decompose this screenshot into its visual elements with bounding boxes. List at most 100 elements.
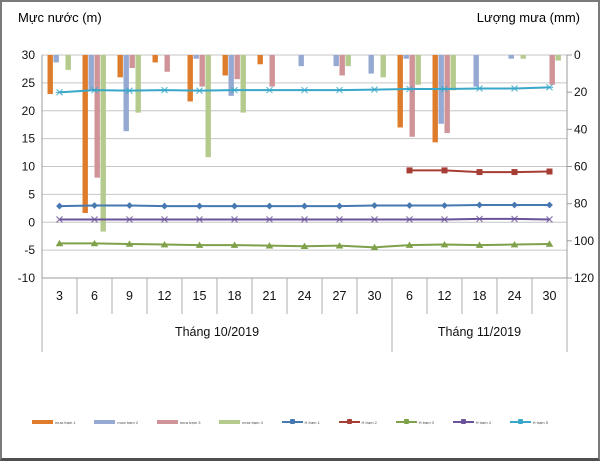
legend-label: H trạm 3 (418, 419, 434, 425)
marker-triangle (160, 240, 169, 248)
marker-triangle (230, 241, 239, 248)
right-axis-tick: 80 (574, 197, 588, 211)
marker-diamond (301, 202, 308, 210)
marker-square (511, 169, 518, 176)
bar-mưa-trạm-2 (333, 55, 339, 67)
day-label: 30 (543, 289, 557, 303)
marker-triangle (405, 241, 414, 248)
marker-x (126, 216, 133, 223)
legend-bar-swatch-mưa-trạm-3 (156, 420, 178, 424)
marker-diamond (511, 201, 518, 209)
marker-triangle (335, 242, 344, 249)
marker-triangle (545, 240, 554, 247)
bar-mưa-trạm-2 (508, 55, 514, 59)
legend-item: mưa trạm 1 (32, 420, 76, 425)
marker-triangle (55, 239, 64, 247)
day-label: 24 (298, 289, 312, 303)
marker-triangle (265, 242, 274, 249)
right-axis-tick: 100 (574, 234, 594, 248)
legend-label: mưa trạm 4 (242, 419, 263, 425)
bar-mưa-trạm-4 (205, 55, 211, 158)
left-axis-title: Mực nước (m) (18, 10, 102, 25)
bar-mưa-trạm-4 (380, 55, 386, 78)
marker-triangle (125, 240, 134, 247)
right-axis-tick: 120 (574, 271, 594, 285)
bar-mưa-trạm-2 (403, 55, 409, 59)
marker-x (406, 216, 413, 223)
marker-x (511, 215, 518, 223)
legend-line-swatch-H-trạm-3 (395, 419, 417, 424)
left-axis-tick: 10 (22, 160, 36, 174)
bar-mưa-trạm-4 (450, 55, 456, 91)
bar-mưa-trạm-2 (473, 55, 479, 87)
marker-diamond (91, 202, 98, 209)
bar-mưa-trạm-2 (298, 55, 304, 67)
marker-x (546, 216, 553, 223)
legend-label: mưa trạm 1 (55, 419, 76, 425)
legend-label: mưa trạm 2 (117, 419, 139, 425)
bar-mưa-trạm-2 (193, 55, 199, 59)
marker-diamond (441, 202, 448, 209)
bar-mưa-trạm-3 (94, 55, 100, 178)
day-label: 21 (263, 289, 277, 303)
left-axis-tick: 0 (28, 215, 35, 229)
day-label: 9 (126, 289, 133, 303)
legend-label: H trạm 5 (532, 419, 548, 425)
day-label: 18 (473, 289, 487, 303)
bar-mưa-trạm-2 (228, 55, 234, 96)
right-axis-tick: 20 (574, 85, 588, 99)
bar-mưa-trạm-4 (415, 55, 421, 85)
bar-mưa-trạm-2 (123, 55, 129, 132)
day-label: 30 (368, 289, 382, 303)
bar-mưa-trạm-1 (257, 55, 263, 65)
bar-mưa-trạm-4 (345, 55, 351, 67)
bar-mưa-trạm-1 (47, 55, 53, 95)
legend-marker (460, 419, 466, 424)
bar-mưa-trạm-1 (82, 55, 88, 213)
day-label: 6 (91, 289, 98, 303)
marker-x (476, 215, 483, 223)
bar-mưa-trạm-4 (240, 55, 246, 113)
left-axis-tick: 15 (22, 132, 36, 146)
day-label: 3 (56, 289, 63, 303)
marker-x (301, 216, 308, 223)
left-axis-tick: 30 (22, 48, 36, 62)
combo-chart: 30 25 20 15 10 5 0 -5 -10 0 20 40 60 80 100 120 3 6 9 12 15 1… (18, 48, 594, 352)
bar-mưa-trạm-3 (234, 55, 240, 80)
month-label: Tháng 11/2019 (438, 325, 521, 339)
bar-mưa-trạm-4 (555, 55, 561, 61)
marker-square (406, 167, 413, 174)
day-label: 12 (158, 289, 172, 303)
marker-x (266, 216, 273, 223)
marker-diamond (196, 202, 203, 210)
bar-mưa-trạm-4 (520, 55, 526, 59)
left-axis-tick: -10 (18, 271, 36, 285)
bar-mưa-trạm-1 (117, 55, 123, 78)
right-axis-tick: 0 (574, 48, 581, 62)
legend-item: H trạm 4 (452, 419, 491, 425)
month-label: Tháng 10/2019 (175, 325, 259, 339)
marker-x (231, 216, 238, 223)
left-axis-tick: 25 (22, 76, 36, 90)
bar-mưa-trạm-3 (199, 55, 205, 87)
marker-diamond (371, 202, 378, 209)
day-label: 6 (406, 289, 413, 303)
marker-square (441, 167, 448, 174)
right-axis-tick: 60 (574, 160, 588, 174)
bar-mưa-trạm-1 (187, 55, 193, 102)
marker-triangle (90, 239, 99, 247)
legend-marker (517, 419, 523, 424)
legend-bar-swatch-mưa-trạm-4 (219, 420, 241, 424)
marker-diamond (126, 202, 133, 209)
marker-x (56, 216, 63, 223)
bar-mưa-trạm-3 (269, 55, 275, 87)
marker-x (371, 216, 378, 223)
right-axis-tick: 40 (574, 122, 588, 136)
bar-mưa-trạm-1 (152, 55, 158, 63)
legend-bar-swatch-mưa-trạm-2 (94, 420, 116, 424)
bar-mưa-trạm-1 (222, 55, 228, 76)
marker-x (441, 216, 448, 223)
legend-item: mưa trạm 3 (156, 420, 200, 425)
marker-triangle (510, 240, 519, 248)
left-axis-tick: 5 (28, 187, 35, 201)
